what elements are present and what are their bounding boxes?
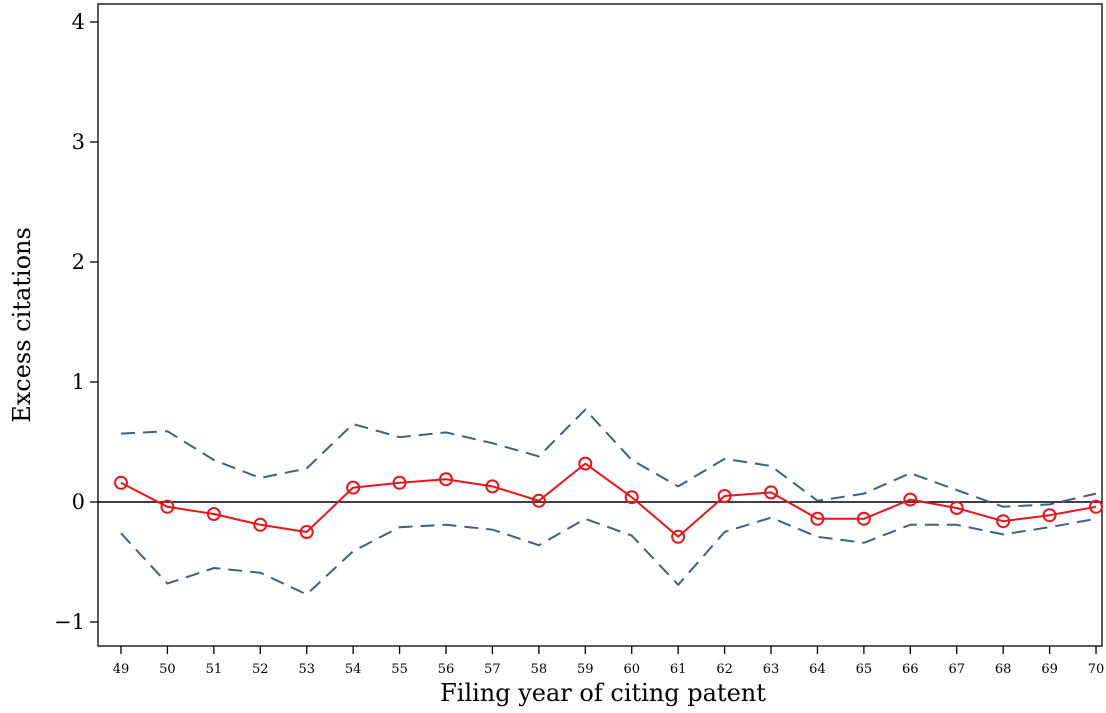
- x-tick-label: 59: [577, 662, 594, 677]
- x-tick-label: 65: [856, 662, 873, 677]
- x-tick-label: 50: [159, 662, 176, 677]
- estimate-point: [206, 507, 221, 521]
- x-tick-label: 62: [716, 662, 733, 677]
- x-tick-label: 60: [623, 662, 640, 677]
- x-tick-label: 53: [298, 662, 315, 677]
- x-tick-label: 66: [902, 662, 919, 677]
- x-tick-label: 70: [1088, 662, 1105, 677]
- estimate-point: [624, 490, 639, 505]
- x-tick-label: 56: [438, 662, 455, 677]
- x-tick-label: 63: [763, 662, 780, 677]
- y-tick-label: −1: [54, 610, 85, 634]
- x-tick-label: 67: [948, 662, 965, 677]
- estimate-line: [120, 462, 1097, 538]
- estimate-point: [439, 472, 454, 487]
- x-tick-label: 52: [252, 662, 269, 677]
- estimate-point: [996, 514, 1011, 529]
- x-tick-label: 61: [670, 662, 687, 677]
- estimate-point: [578, 456, 593, 471]
- estimate-point: [485, 479, 500, 494]
- x-tick-label: 57: [484, 662, 501, 677]
- y-tick-label: 2: [72, 250, 85, 274]
- x-tick-label: 54: [345, 662, 362, 677]
- estimate-point: [299, 525, 314, 539]
- estimate-point: [717, 489, 732, 503]
- y-axis-label: Excess citations: [8, 227, 36, 423]
- y-tick-label: 3: [72, 130, 85, 154]
- x-tick-label: 55: [391, 662, 408, 677]
- estimate-point: [346, 480, 361, 495]
- estimate-point: [671, 529, 686, 544]
- lower-bound-line: [120, 516, 1097, 596]
- estimate-point: [949, 501, 964, 515]
- x-tick-label: 51: [206, 662, 223, 677]
- upper-bound-line: [120, 408, 1097, 508]
- x-tick-label: 64: [809, 662, 826, 677]
- x-tick-label: 49: [113, 662, 130, 677]
- estimate-point: [903, 492, 918, 507]
- y-tick-label: 4: [72, 10, 85, 34]
- estimate-point: [764, 485, 779, 500]
- x-axis-label: Filing year of citing patent: [440, 679, 766, 707]
- estimate-point: [392, 475, 407, 490]
- x-tick-label: 58: [531, 662, 548, 677]
- estimate-point: [531, 493, 546, 508]
- estimate-point: [1042, 508, 1057, 523]
- estimate-point: [1089, 499, 1104, 514]
- estimate-point: [160, 499, 175, 514]
- plot-frame: [97, 3, 1103, 647]
- estimate-point: [810, 511, 825, 526]
- x-tick-label: 68: [995, 662, 1012, 677]
- estimate-point: [114, 475, 128, 490]
- estimate-point: [856, 511, 871, 526]
- x-tick-label: 69: [1041, 662, 1058, 677]
- y-tick-label: 0: [72, 490, 85, 514]
- estimate-point: [253, 517, 268, 532]
- y-tick-label: 1: [72, 370, 85, 394]
